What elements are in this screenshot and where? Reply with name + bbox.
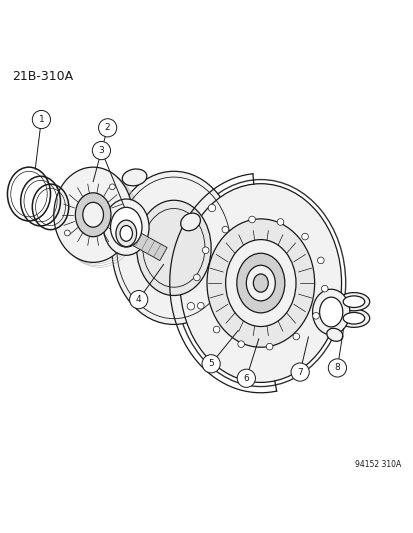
Text: 1: 1 [38, 115, 44, 124]
Circle shape [213, 326, 219, 333]
Circle shape [202, 354, 220, 373]
Circle shape [317, 257, 323, 264]
Circle shape [320, 285, 327, 292]
Circle shape [312, 312, 318, 319]
Ellipse shape [120, 225, 132, 241]
Ellipse shape [236, 253, 284, 313]
Circle shape [109, 184, 115, 190]
Circle shape [32, 110, 50, 128]
Circle shape [248, 216, 255, 223]
Text: 8: 8 [334, 364, 339, 373]
Text: 7: 7 [297, 368, 302, 377]
Ellipse shape [112, 171, 235, 325]
Circle shape [92, 141, 110, 160]
Ellipse shape [326, 328, 342, 341]
Circle shape [123, 223, 131, 230]
Ellipse shape [337, 293, 369, 311]
Circle shape [202, 247, 209, 254]
Circle shape [237, 369, 255, 387]
Circle shape [301, 233, 308, 240]
Circle shape [197, 302, 204, 309]
Circle shape [328, 359, 346, 377]
Circle shape [208, 204, 215, 212]
Polygon shape [122, 227, 167, 261]
Ellipse shape [110, 207, 142, 247]
Text: 21B-310A: 21B-310A [12, 70, 74, 83]
Circle shape [237, 341, 244, 348]
Ellipse shape [136, 200, 211, 295]
Ellipse shape [312, 289, 349, 335]
Ellipse shape [54, 167, 132, 262]
Circle shape [129, 290, 147, 309]
Ellipse shape [206, 219, 314, 347]
Circle shape [290, 363, 309, 381]
Ellipse shape [225, 240, 295, 327]
Circle shape [98, 119, 116, 137]
Ellipse shape [122, 169, 147, 186]
Ellipse shape [342, 296, 364, 308]
Circle shape [221, 227, 228, 233]
Text: 6: 6 [243, 374, 249, 383]
Text: 4: 4 [135, 295, 141, 304]
Text: 94152 310A: 94152 310A [354, 461, 401, 470]
Circle shape [116, 230, 121, 236]
Circle shape [64, 230, 70, 236]
Ellipse shape [180, 213, 200, 231]
Circle shape [266, 343, 272, 350]
Ellipse shape [337, 309, 369, 327]
Circle shape [277, 219, 283, 225]
Text: 2: 2 [104, 123, 110, 132]
Text: 5: 5 [208, 359, 214, 368]
Ellipse shape [103, 199, 149, 255]
Circle shape [193, 274, 200, 281]
Ellipse shape [253, 274, 268, 292]
Ellipse shape [342, 312, 364, 324]
Ellipse shape [83, 203, 103, 227]
Ellipse shape [75, 193, 111, 237]
Circle shape [187, 303, 194, 310]
Ellipse shape [116, 220, 136, 247]
Ellipse shape [246, 265, 275, 301]
Ellipse shape [319, 297, 342, 327]
Text: 3: 3 [98, 146, 104, 155]
Ellipse shape [180, 184, 341, 382]
Circle shape [292, 333, 299, 340]
